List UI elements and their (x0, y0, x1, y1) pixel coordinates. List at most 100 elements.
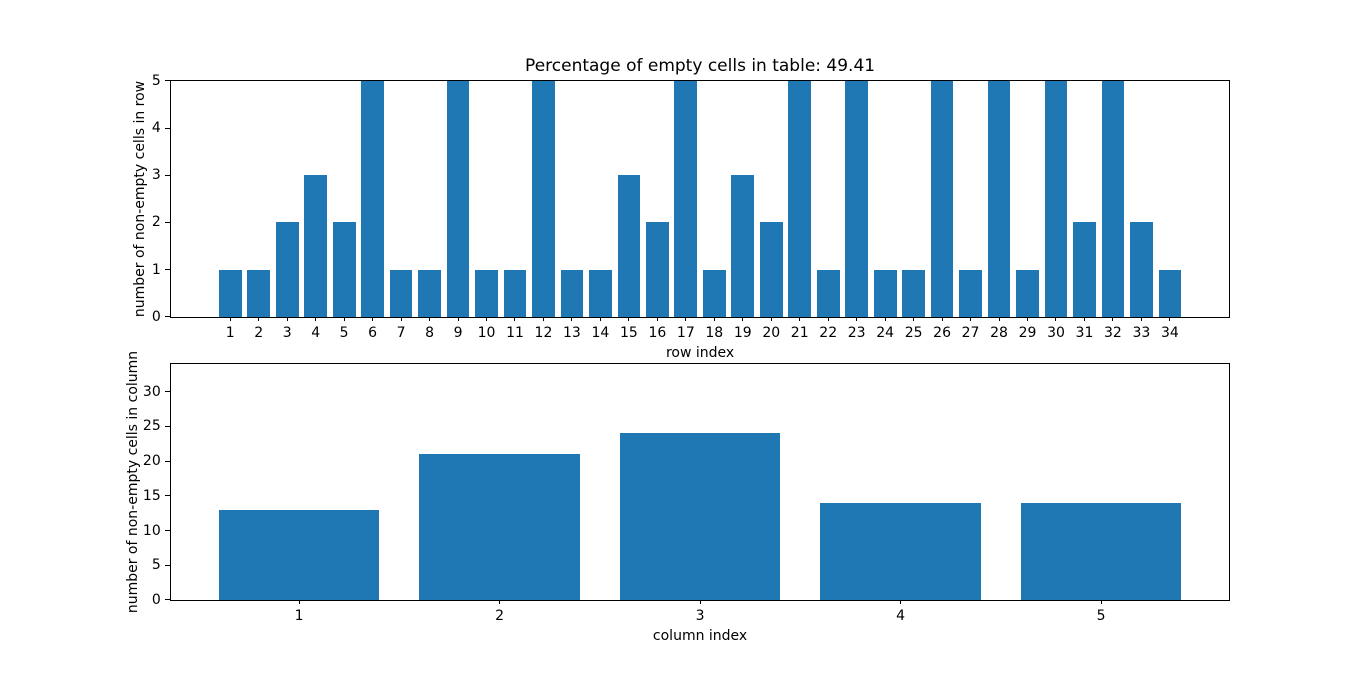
x-tick-mark (799, 316, 801, 322)
bar-4 (820, 502, 981, 600)
y-tick-label: 0 (151, 308, 161, 325)
x-tick-mark (457, 316, 459, 322)
y-tick-label: 5 (151, 557, 161, 574)
x-tick-label: 13 (563, 325, 581, 342)
x-tick-mark (286, 316, 288, 322)
x-tick-mark (315, 316, 317, 322)
x-tick-label: 16 (648, 325, 667, 342)
y-tick-mark (165, 599, 170, 601)
x-tick-mark (900, 599, 902, 605)
x-tick-label: 8 (425, 325, 435, 342)
bar-7 (389, 269, 413, 317)
column-chart-plot-area (169, 363, 1231, 601)
x-tick-label: 29 (1018, 325, 1037, 342)
bar-5 (332, 222, 356, 317)
y-tick-mark (165, 269, 170, 271)
x-tick-label: 18 (705, 325, 724, 342)
bar-25 (902, 269, 925, 317)
bar-21 (788, 80, 812, 317)
x-tick-label: 5 (339, 325, 349, 342)
x-tick-label: 33 (1132, 325, 1151, 342)
x-tick-mark (970, 316, 972, 322)
x-tick-label: 17 (676, 325, 695, 342)
x-tick-mark (429, 316, 431, 322)
bar-1 (218, 509, 380, 600)
bar-16 (645, 222, 669, 317)
x-tick-mark (571, 316, 573, 322)
x-tick-mark (1100, 599, 1102, 605)
column-chart-x-axis-label: column index (652, 627, 748, 644)
x-tick-label: 4 (896, 608, 906, 625)
bar-1 (218, 269, 242, 317)
y-tick-label: 4 (151, 120, 161, 137)
y-tick-label: 20 (142, 453, 161, 470)
x-tick-mark (1083, 316, 1085, 322)
bar-30 (1044, 80, 1068, 317)
row-chart-plot-area (169, 79, 1231, 318)
x-tick-label: 10 (477, 325, 496, 342)
y-tick-label: 1 (151, 261, 161, 278)
y-tick-label: 5 (151, 72, 161, 89)
x-tick-mark (1140, 316, 1142, 322)
x-tick-mark (856, 316, 858, 322)
bar-12 (532, 80, 555, 317)
x-tick-label: 14 (591, 325, 610, 342)
bar-2 (247, 269, 271, 317)
row-chart-x-axis-label: row index (665, 344, 735, 361)
x-tick-mark (499, 599, 501, 605)
x-tick-label: 23 (847, 325, 866, 342)
x-tick-label: 19 (733, 325, 752, 342)
x-tick-label: 12 (534, 325, 553, 342)
bar-18 (702, 269, 726, 317)
bar-33 (1130, 222, 1153, 317)
bar-15 (617, 175, 641, 317)
x-tick-label: 3 (282, 325, 292, 342)
x-tick-label: 7 (396, 325, 406, 342)
x-tick-label: 9 (453, 325, 463, 342)
x-tick-label: 30 (1047, 325, 1065, 342)
y-tick-mark (165, 460, 170, 462)
x-tick-mark (628, 316, 630, 322)
bar-9 (446, 80, 470, 317)
x-tick-mark (685, 316, 687, 322)
x-tick-mark (1112, 316, 1114, 322)
y-tick-mark (165, 391, 170, 393)
x-tick-label: 1 (225, 325, 235, 342)
bar-13 (560, 269, 584, 317)
x-tick-label: 2 (495, 608, 505, 625)
x-tick-label: 20 (762, 325, 781, 342)
bar-3 (275, 222, 299, 317)
x-tick-label: 2 (254, 325, 264, 342)
x-tick-mark (998, 316, 1000, 322)
y-tick-mark (165, 127, 170, 129)
bar-3 (619, 433, 781, 600)
y-tick-label: 3 (151, 167, 161, 184)
x-tick-label: 26 (933, 325, 951, 342)
bar-34 (1158, 269, 1182, 317)
x-tick-mark (913, 316, 915, 322)
x-tick-label: 28 (990, 325, 1008, 342)
x-tick-label: 27 (961, 325, 980, 342)
row-chart-y-axis-label: number of non-empty cells in row (132, 80, 148, 317)
x-tick-mark (599, 316, 601, 322)
x-tick-mark (542, 316, 544, 322)
bar-31 (1073, 222, 1096, 317)
bar-20 (759, 222, 783, 317)
y-tick-label: 25 (142, 418, 161, 435)
x-tick-label: 31 (1075, 325, 1094, 342)
y-tick-mark (165, 530, 170, 532)
x-tick-label: 15 (619, 325, 638, 342)
bar-4 (304, 175, 328, 317)
bar-2 (419, 454, 580, 600)
x-tick-mark (372, 316, 374, 322)
x-tick-mark (656, 316, 658, 322)
chart-title: Percentage of empty cells in table: 49.4… (525, 55, 876, 76)
bar-19 (731, 175, 755, 317)
bar-28 (987, 80, 1011, 317)
y-tick-mark (165, 316, 170, 318)
x-tick-label: 11 (506, 325, 524, 342)
bar-29 (1016, 269, 1039, 317)
bar-6 (361, 80, 384, 317)
x-tick-label: 5 (1096, 608, 1106, 625)
